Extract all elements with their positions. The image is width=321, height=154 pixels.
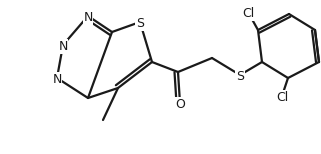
- Text: Cl: Cl: [276, 91, 288, 104]
- Text: O: O: [175, 98, 185, 111]
- Text: N: N: [58, 40, 68, 53]
- Text: Cl: Cl: [242, 7, 254, 20]
- Text: N: N: [83, 11, 93, 24]
- Text: N: N: [52, 73, 62, 86]
- Text: S: S: [236, 70, 244, 83]
- Text: S: S: [136, 17, 144, 30]
